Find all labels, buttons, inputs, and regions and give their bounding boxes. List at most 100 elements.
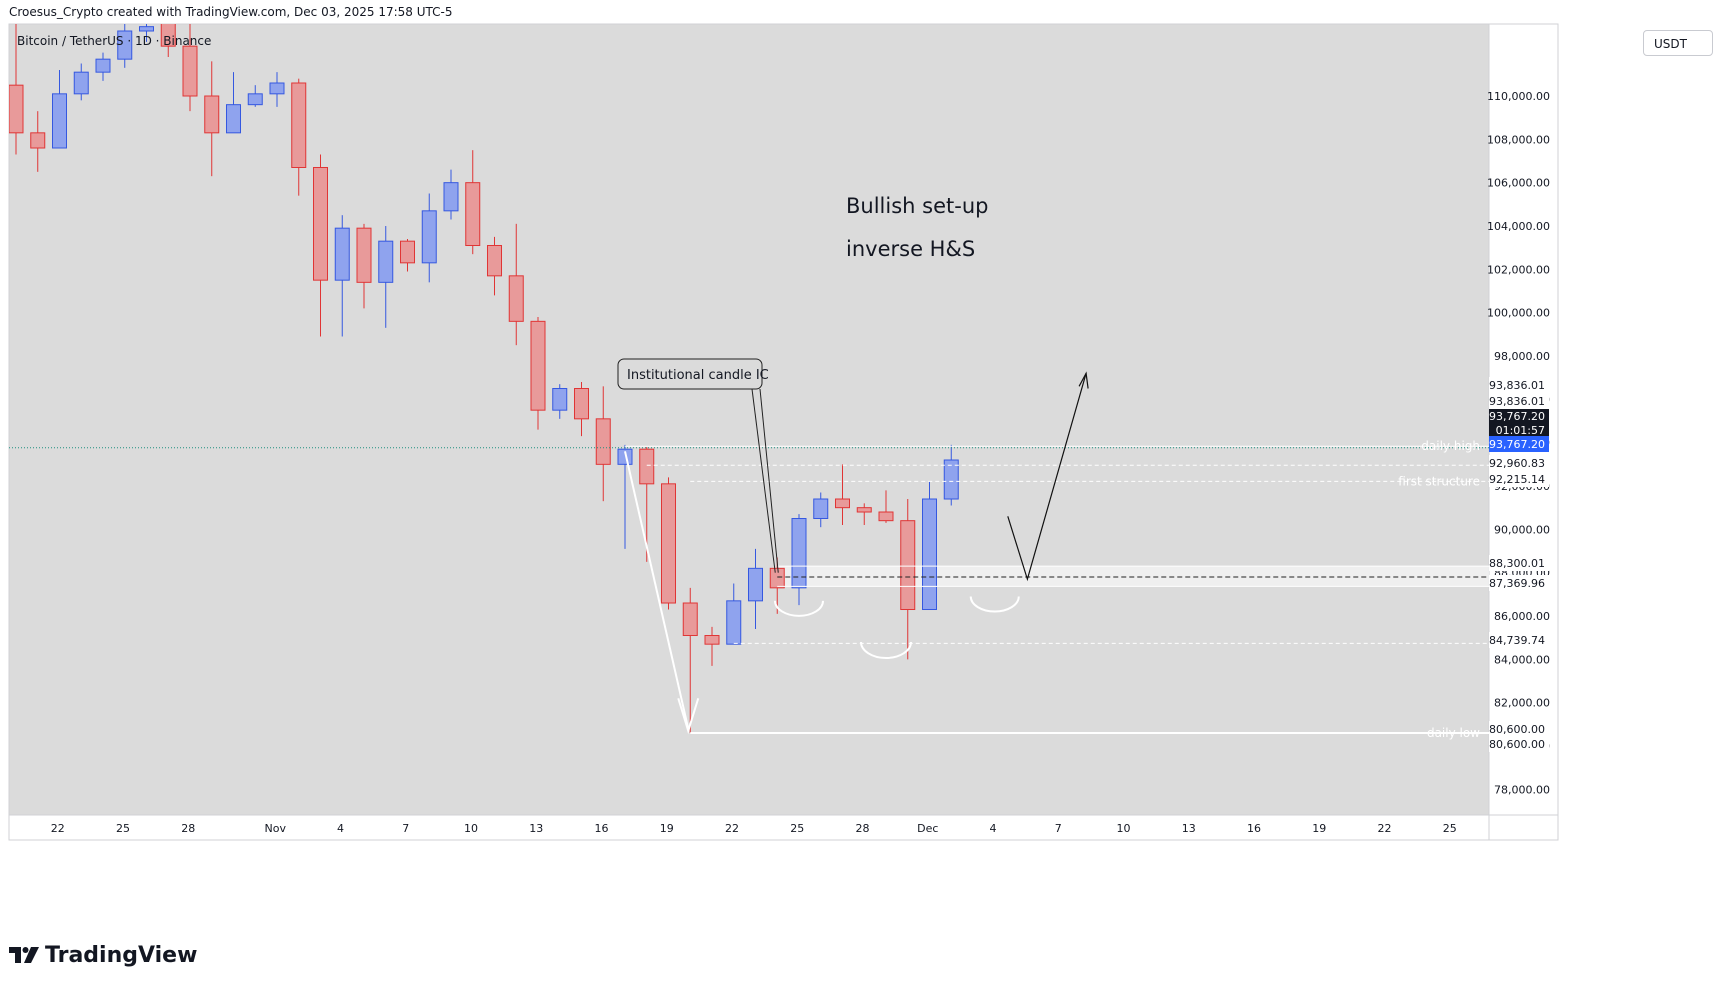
candle-body [813, 498, 829, 520]
time-tick-label: Nov [265, 822, 287, 835]
time-tick-label: 22 [51, 822, 65, 835]
candle-body [117, 30, 133, 60]
candle [313, 154, 328, 337]
time-tick-label: Dec [917, 822, 938, 835]
candle [595, 386, 611, 502]
time-tick-label: 13 [1182, 822, 1196, 835]
candle [291, 78, 307, 196]
candle [943, 444, 959, 506]
candle [922, 481, 937, 611]
time-tick-label: 7 [402, 822, 409, 835]
current-price-badge [1489, 409, 1549, 439]
candle-body [769, 567, 785, 589]
left-shoulder-arc [774, 600, 824, 617]
drop-arrow-head [677, 698, 700, 735]
price-level-badge [1489, 555, 1549, 571]
candle-body [726, 600, 742, 645]
candle-body [530, 320, 546, 411]
candle [356, 223, 372, 309]
candle-body [487, 245, 502, 277]
price-tick-label: 78,000.00 [1494, 783, 1550, 796]
candle [682, 587, 698, 734]
time-tick-label: 10 [464, 822, 478, 835]
price-level-badge-value: 80,600.00 [1489, 723, 1545, 736]
candle-body [552, 388, 568, 411]
currency-selector[interactable]: USDT [1643, 30, 1713, 56]
setup-title: Bullish set-up [846, 194, 988, 218]
time-tick-label: 13 [529, 822, 543, 835]
last-price-badge-value: 93,767.20 [1489, 438, 1545, 451]
price-level-badge [1489, 736, 1549, 752]
candle [30, 111, 46, 172]
candle-body [356, 227, 372, 283]
candle [378, 226, 394, 328]
last-price-badge [1489, 436, 1549, 452]
candle-body [443, 182, 459, 212]
candle-body [835, 498, 850, 509]
candle-body [639, 448, 655, 485]
candle-body [139, 26, 154, 32]
projection-arrow-head [1078, 371, 1089, 389]
candle-body [617, 448, 633, 465]
candle-body [856, 507, 872, 513]
candle-body [73, 71, 89, 95]
candle-body [421, 210, 437, 264]
price-tick-label: 108,000.00 [1487, 133, 1550, 146]
plot-background [9, 24, 1489, 815]
price-tick-label: 82,000.00 [1494, 697, 1550, 710]
candle-body [704, 635, 720, 645]
candle [269, 72, 285, 107]
tradingview-logo-icon [9, 947, 39, 963]
candle [204, 61, 220, 177]
first-structure-label: first structure [1398, 474, 1480, 488]
candle [160, 24, 176, 57]
candle-body [748, 567, 763, 602]
candle [726, 583, 742, 645]
candle [334, 215, 350, 337]
symbol-title[interactable]: Bitcoin / TetherUS · 1D · Binance [17, 34, 212, 48]
candle [552, 384, 568, 419]
price-level-badge-value: 93,836.01 [1489, 379, 1545, 392]
tradingview-logo[interactable]: TradingView [9, 940, 197, 970]
callout-pointer-right [759, 388, 779, 573]
time-tick-label: 7 [1055, 822, 1062, 835]
candle [530, 317, 546, 430]
price-level-badge [1489, 393, 1549, 409]
time-tick-label: 16 [1247, 822, 1261, 835]
price-tick-label: 104,000.00 [1487, 220, 1550, 233]
candle [73, 63, 89, 101]
candle-body [9, 84, 24, 134]
candle-body [160, 24, 176, 47]
price-level-badge [1489, 575, 1549, 591]
time-tick-label: 16 [595, 822, 609, 835]
time-tick-label: 22 [725, 822, 739, 835]
chart-attribution: Croesus_Crypto created with TradingView.… [9, 5, 453, 19]
time-tick-label: 4 [990, 822, 997, 835]
candle-body [400, 240, 415, 264]
candle-body [682, 602, 698, 637]
setup-subtitle: inverse H&S [846, 237, 975, 261]
candle [226, 72, 241, 134]
candle [748, 548, 763, 630]
price-level-badge [1489, 632, 1549, 648]
drop-arrow-line [624, 451, 690, 729]
candle [791, 514, 807, 606]
candle [465, 150, 481, 255]
chart-frame [8, 23, 1559, 841]
candle [835, 464, 850, 526]
time-tick-label: 19 [1312, 822, 1326, 835]
candle-body [465, 182, 481, 247]
price-level-badge-value: 92,215.14 [1489, 473, 1545, 486]
price-level-badge [1489, 377, 1549, 393]
candle [487, 236, 502, 296]
price-tick-label: 100,000.00 [1487, 307, 1550, 320]
time-tick-label: 25 [116, 822, 130, 835]
candle-body [204, 95, 220, 134]
time-tick-label: 28 [856, 822, 870, 835]
candle-body [508, 275, 524, 322]
candle-body [52, 93, 67, 149]
candle [95, 52, 111, 81]
candle-body [900, 520, 916, 611]
price-level-badge-value: 88,300.01 [1489, 557, 1545, 570]
